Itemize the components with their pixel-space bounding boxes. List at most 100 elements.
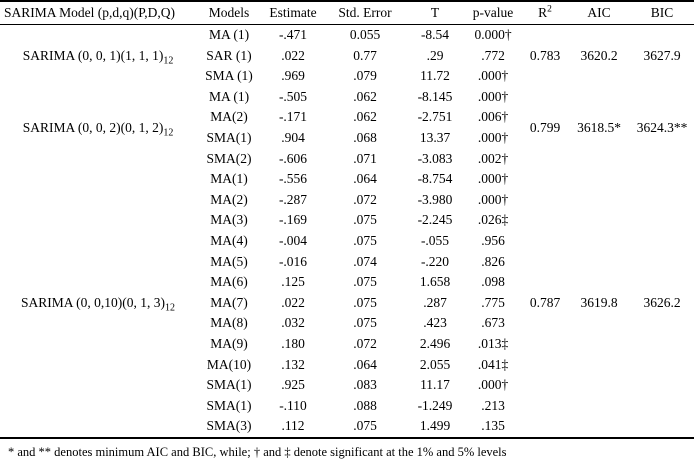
model-subscript: 12: [165, 302, 175, 314]
p-value-cell: .006†: [477, 109, 509, 125]
estimate-cell: .022: [281, 47, 305, 63]
std-error-cell: .088: [353, 397, 377, 413]
r2-cell: 0.787: [529, 294, 561, 310]
t-cell: -8.145: [417, 88, 453, 104]
header-estimate: Estimate: [269, 5, 317, 20]
model-term-cell: SAR (1): [206, 47, 252, 63]
model-term-cell: SMA(3): [206, 418, 252, 434]
header-row: SARIMA Model (p,d,q)(P,D,Q) Models Estim…: [0, 1, 694, 25]
p-value-cell: .000†: [477, 171, 509, 187]
bic-cell: 3627.9: [643, 47, 681, 63]
header-std-error: Std. Error: [338, 5, 392, 20]
table-row: SARIMA (0, 0, 2)(0, 1, 2)12 MA (1) -.505…: [0, 87, 694, 138]
header-models: Models: [208, 5, 250, 20]
r-squared-base: R: [538, 5, 548, 20]
p-value-cell: .000†: [477, 68, 509, 84]
std-error-cell: .083: [353, 377, 377, 393]
std-error-cell: 0.77: [353, 47, 377, 63]
model-term-cell: MA(4): [210, 232, 248, 248]
table-row: SMA(1) -.110 .088 -1.249 .213: [0, 396, 694, 417]
t-cell: .287: [423, 294, 447, 310]
p-value-cell: .000†: [477, 129, 509, 145]
table-row: SARIMA (0, 0, 1)(1, 1, 1)12 MA (1) -.471…: [0, 25, 694, 66]
t-cell: -.220: [420, 253, 450, 269]
t-cell: -3.083: [417, 150, 453, 166]
estimate-cell: -.110: [279, 397, 307, 413]
std-error-cell: .072: [353, 335, 377, 351]
table-row: MA(9) .180 .072 2.496 .013‡: [0, 334, 694, 355]
std-error-cell: .072: [353, 191, 377, 207]
table-row: MA(10) .132 .064 2.055 .041‡: [0, 355, 694, 376]
std-error-cell: .075: [353, 418, 377, 434]
estimate-cell: -.505: [278, 88, 308, 104]
table-row: MA(2) -.171 .062 -2.751 .006†: [0, 107, 694, 128]
t-cell: -2.751: [417, 109, 453, 125]
p-value-cell: .826: [481, 253, 505, 269]
t-cell: .423: [423, 315, 447, 331]
std-error-cell: .075: [353, 294, 377, 310]
p-value-cell: .772: [481, 47, 505, 63]
p-value-cell: .000†: [477, 377, 509, 393]
p-value-cell: .041‡: [477, 356, 509, 372]
sarima-model-cell: SARIMA (0, 0, 1)(1, 1, 1)12: [0, 25, 196, 87]
sarima-model-cell: SARIMA (0, 0,10)(0, 1, 3)12: [0, 169, 196, 438]
model-term-cell: SMA (1): [205, 68, 253, 84]
estimate-cell: -.606: [278, 150, 308, 166]
estimate-cell: -.287: [278, 191, 308, 207]
t-cell: 2.496: [419, 335, 451, 351]
std-error-cell: 0.055: [349, 27, 381, 42]
header-aic: AIC: [587, 5, 611, 20]
t-cell: -1.249: [417, 397, 453, 413]
aic-cell: 3620.2: [580, 47, 618, 63]
model-name: SARIMA (0, 0, 2)(0, 1, 2): [22, 119, 164, 135]
table-row: SAR (1) .022 0.77 .29 .772: [0, 46, 694, 67]
sarima-model-cell: SARIMA (0, 0, 2)(0, 1, 2)12: [0, 87, 196, 169]
bic-cell: 3624.3**: [636, 119, 688, 135]
estimate-cell: .112: [281, 418, 305, 434]
model-term-cell: MA(6): [210, 274, 248, 290]
std-error-cell: .062: [353, 109, 377, 125]
table-footnote: * and ** denotes minimum AIC and BIC, wh…: [8, 444, 507, 459]
model-term-cell: MA(7): [210, 294, 248, 310]
table-row: SMA(3) .112 .075 1.499 .135: [0, 416, 694, 438]
table-row: MA(2) -.287 .072 -3.980 .000†: [0, 190, 694, 211]
p-value-cell: .098: [481, 274, 505, 290]
table-row: MA(4) -.004 .075 -.055 .956: [0, 231, 694, 252]
model-term-cell: MA(2): [210, 109, 248, 125]
header-bic: BIC: [650, 5, 674, 20]
std-error-cell: .075: [353, 232, 377, 248]
table-row: MA(5) -.016 .074 -.220 .826: [0, 252, 694, 273]
model-name: SARIMA (0, 0,10)(0, 1, 3): [21, 294, 165, 310]
model-term-cell: MA(10): [206, 356, 252, 372]
estimate-cell: -.171: [278, 109, 308, 125]
r-squared-exponent: 2: [547, 4, 552, 15]
table-row: MA(3) -.169 .075 -2.245 .026‡: [0, 210, 694, 231]
p-value-cell: .000†: [477, 191, 509, 207]
model-term-cell: SMA(1): [206, 129, 252, 145]
r2-cell: 0.783: [529, 47, 561, 63]
header-t: T: [430, 5, 440, 20]
t-cell: 1.658: [419, 274, 451, 290]
estimate-cell: .180: [281, 335, 305, 351]
estimate-cell: -.169: [278, 212, 308, 228]
estimate-cell: .925: [281, 377, 305, 393]
std-error-cell: .079: [353, 68, 377, 84]
model-term-cell: SMA(2): [206, 150, 252, 166]
r2-cell: 0.799: [529, 119, 561, 135]
std-error-cell: .062: [353, 88, 377, 104]
table-row: MA(6) .125 .075 1.658 .098: [0, 272, 694, 293]
p-value-cell: .213: [481, 397, 505, 413]
bic-cell: 3626.2: [643, 294, 681, 310]
table-row: MA(7) .022 .075 .287 .775: [0, 293, 694, 314]
model-term-cell: MA(9): [210, 335, 248, 351]
t-cell: -3.980: [417, 191, 453, 207]
p-value-cell: .673: [481, 315, 505, 331]
std-error-cell: .068: [353, 129, 377, 145]
aic-cell: 3619.8: [580, 294, 618, 310]
model-name: SARIMA (0, 0, 1)(1, 1, 1): [22, 47, 164, 63]
estimate-cell: .132: [281, 356, 305, 372]
model-term-cell: MA (1): [208, 88, 250, 104]
model-term-cell: SMA(1): [206, 397, 252, 413]
p-value-cell: .002†: [477, 150, 509, 166]
